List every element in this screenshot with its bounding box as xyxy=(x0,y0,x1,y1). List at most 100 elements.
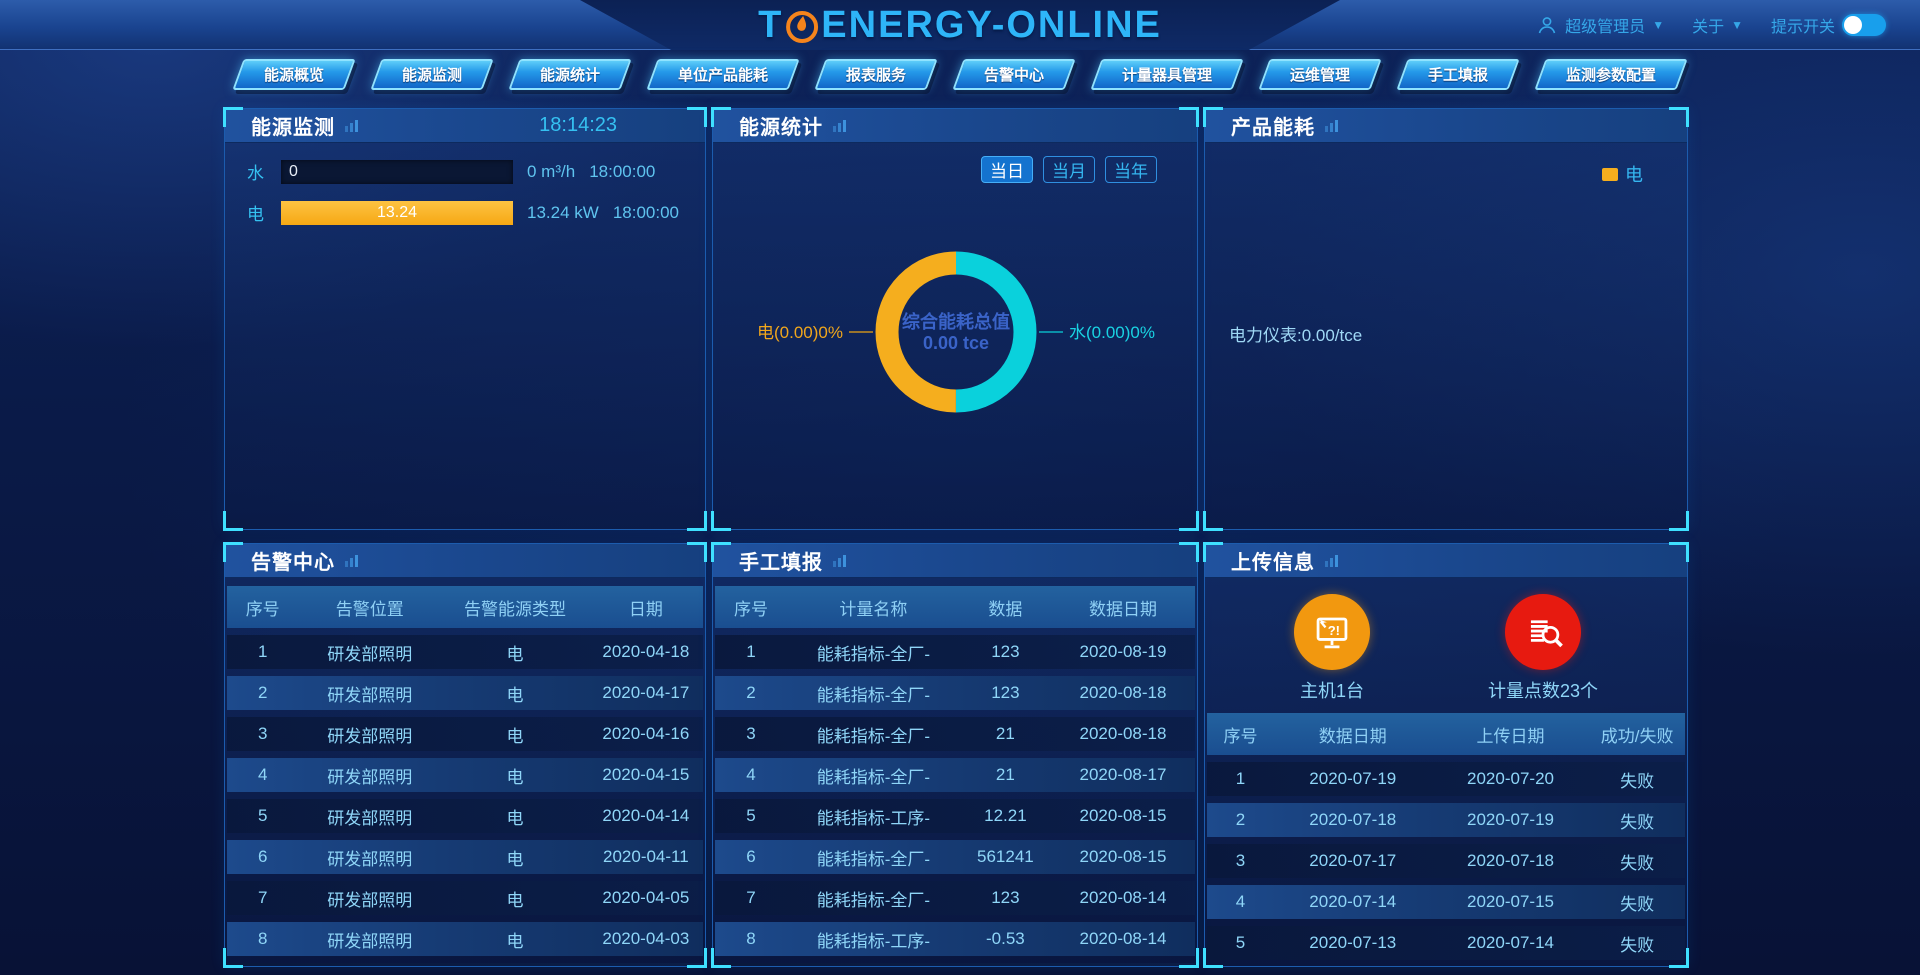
corner-bracket xyxy=(1179,107,1199,127)
table-row: 5 2020-07-13 2020-07-14 失败 xyxy=(1207,926,1685,960)
nav-tab[interactable]: 监测参数配置 xyxy=(1534,59,1688,90)
about-menu[interactable]: 关于 ▼ xyxy=(1692,13,1743,37)
nav-tab[interactable]: 能源监测 xyxy=(370,59,494,90)
nav-tab[interactable]: 能源统计 xyxy=(508,59,632,90)
cell-location: 研发部照明 xyxy=(327,890,413,910)
nav-tab[interactable]: 计量器具管理 xyxy=(1090,59,1244,90)
nav-tab-label: 报表服务 xyxy=(845,67,906,84)
cell-data-date: 2020-08-17 xyxy=(1079,765,1167,784)
corner-bracket xyxy=(1203,511,1223,531)
table-row: 3 能耗指标-全厂- 21 2020-08-18 xyxy=(715,717,1195,751)
panel-header: 产品能耗 xyxy=(1205,109,1687,143)
cell-date: 2020-04-14 xyxy=(602,806,690,825)
electric-bar-fill xyxy=(281,200,513,225)
table-row: 2 2020-07-18 2020-07-19 失败 xyxy=(1207,803,1685,837)
nav-tab[interactable]: 告警中心 xyxy=(952,59,1076,90)
corner-bracket xyxy=(223,511,243,531)
cell-date: 2020-04-11 xyxy=(603,847,689,866)
cell-location: 研发部照明 xyxy=(327,644,413,664)
nav-tab[interactable]: 手工填报 xyxy=(1396,59,1520,90)
cell-date: 2020-04-15 xyxy=(602,765,690,784)
col-header: 数据日期 xyxy=(1318,726,1387,746)
nav-tab[interactable]: 运维管理 xyxy=(1258,59,1382,90)
product-energy-body: 电 电力仪表:0.00/tce xyxy=(1205,143,1687,529)
cell-index: 1 xyxy=(1235,769,1246,788)
tab-day[interactable]: 当日 xyxy=(981,156,1033,183)
corner-bracket xyxy=(223,948,243,968)
col-header: 数据 xyxy=(988,599,1023,619)
table-row: 9 研发部照明 电 2020-04-02 xyxy=(227,963,703,966)
host-monitor-icon: ?! xyxy=(1293,594,1370,670)
logo-text-rest: ENERGY-ONLINE xyxy=(821,4,1162,46)
nav-tab-label: 能源监测 xyxy=(401,67,462,84)
cell-data: 123 xyxy=(991,888,1020,907)
tab-year[interactable]: 当年 xyxy=(1105,156,1157,183)
table-row: 6 研发部照明 电 2020-04-11 xyxy=(227,840,703,874)
legend-item-electric[interactable]: 电 xyxy=(1602,161,1643,187)
cell-data-date: 2020-08-15 xyxy=(1079,806,1167,825)
upload-stats: ?! 主机1台 xyxy=(1205,578,1687,703)
cell-index: 5 xyxy=(257,806,268,825)
cell-date: 2020-04-18 xyxy=(602,642,690,661)
table-header: 序号 计量名称 数据 数据日期 xyxy=(715,586,1195,628)
user-name: 超级管理员 xyxy=(1565,19,1646,36)
nav-tab[interactable]: 报表服务 xyxy=(814,59,938,90)
cell-data: 561241 xyxy=(977,847,1034,866)
water-value: 0 m³/h xyxy=(527,161,576,181)
corner-bracket xyxy=(1203,107,1223,127)
tip-toggle-switch[interactable] xyxy=(1842,14,1886,36)
donut-slice-electric[interactable] xyxy=(875,251,1037,413)
water-label: 水 xyxy=(247,164,264,183)
cell-data: -0.53 xyxy=(986,929,1025,948)
panel-manual-entry: 手工填报 序号 计量名称 数据 数据日期 1 能耗指标-全厂- 123 xyxy=(711,542,1199,968)
alarm-table: 序号 告警位置 告警能源类型 日期 1 研发部照明 电 2020-04-18 xyxy=(225,578,705,966)
header-actions: 超级管理员 ▼ 关于 ▼ 提示开关 xyxy=(1536,0,1886,50)
nav-tab[interactable]: 能源概览 xyxy=(232,59,356,90)
col-header: 告警能源类型 xyxy=(463,599,566,619)
table-row: 4 研发部照明 电 2020-04-15 xyxy=(227,758,703,792)
cell-data-date: 2020-07-14 xyxy=(1309,892,1397,911)
nav-tab[interactable]: 单位产品能耗 xyxy=(646,59,800,90)
tip-toggle-group: 提示开关 xyxy=(1771,13,1886,37)
donut-center-title: 综合能耗总值 xyxy=(902,311,1010,332)
water-bar-value: 0 xyxy=(289,162,298,180)
cell-date: 2020-04-03 xyxy=(602,929,690,948)
table-body: 1 2020-07-19 2020-07-20 失败 2 2020-07-18 … xyxy=(1207,762,1685,960)
table-row: 3 2020-07-17 2020-07-18 失败 xyxy=(1207,844,1685,878)
water-timestamp: 18:00:00 xyxy=(589,161,656,181)
table-row: 2 能耗指标-全厂- 123 2020-08-18 xyxy=(715,676,1195,710)
top-header: T ENERGY-ONLINE 超级管理员 ▼ 关于 ▼ 提示开关 xyxy=(0,0,1920,50)
donut-label-water: 水(0.00)0% xyxy=(1069,323,1155,342)
cell-upload-date: 2020-07-20 xyxy=(1467,769,1554,788)
table-row: 1 2020-07-19 2020-07-20 失败 xyxy=(1207,762,1685,796)
cell-location: 研发部照明 xyxy=(327,726,413,746)
cell-data-date: 2020-07-18 xyxy=(1309,810,1397,829)
corner-bracket xyxy=(1669,948,1689,968)
toggle-knob xyxy=(1844,16,1862,34)
cell-upload-date: 2020-07-19 xyxy=(1467,810,1554,829)
cell-meter-name: 能耗指标-工序- xyxy=(816,931,931,951)
cell-index: 7 xyxy=(746,888,756,907)
panel-header: 能源监测 18:14:23 xyxy=(225,109,705,143)
about-label: 关于 xyxy=(1692,19,1725,36)
energy-stats-body: 当日 当月 当年 电(0.00)0% 水(0.00)0% 综合能耗总值 0.00… xyxy=(713,143,1197,529)
cell-data-date: 2020-07-13 xyxy=(1309,933,1397,952)
cell-data: 12.21 xyxy=(984,806,1027,825)
col-header: 序号 xyxy=(1223,726,1258,746)
user-menu[interactable]: 超级管理员 ▼ xyxy=(1536,13,1664,37)
water-meter-row: 水 0 0 m³/h 18:00:00 xyxy=(247,159,705,184)
table-row: 5 研发部照明 电 2020-04-14 xyxy=(227,799,703,833)
cell-data-date: 2020-08-18 xyxy=(1079,683,1167,702)
tab-month[interactable]: 当月 xyxy=(1043,156,1095,183)
cell-location: 研发部照明 xyxy=(327,931,413,951)
cell-energy-type: 电 xyxy=(506,726,524,746)
table-row: 6 能耗指标-全厂- 561241 2020-08-15 xyxy=(715,840,1195,874)
cell-index: 6 xyxy=(746,847,756,866)
panel-energy-stats: 能源统计 当日 当月 当年 电(0.00)0% 水(0.00)0% xyxy=(711,107,1199,531)
cell-data-date: 2020-07-17 xyxy=(1309,851,1397,870)
table-row: 4 2020-07-14 2020-07-15 失败 xyxy=(1207,885,1685,919)
nav-tab-label: 能源统计 xyxy=(539,67,600,84)
cell-meter-name: 能耗指标-全厂- xyxy=(816,767,931,787)
cell-energy-type: 电 xyxy=(506,644,524,664)
electric-timestamp: 18:00:00 xyxy=(612,202,679,222)
